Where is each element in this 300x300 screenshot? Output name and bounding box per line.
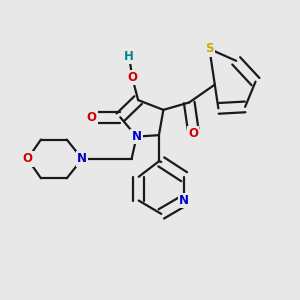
Text: N: N [77,152,87,165]
Text: O: O [127,71,137,84]
Text: O: O [22,152,32,165]
Text: H: H [124,50,134,63]
Text: S: S [205,42,214,56]
Text: O: O [86,111,97,124]
Text: N: N [179,194,189,207]
Text: O: O [188,127,198,140]
Text: N: N [132,130,142,143]
